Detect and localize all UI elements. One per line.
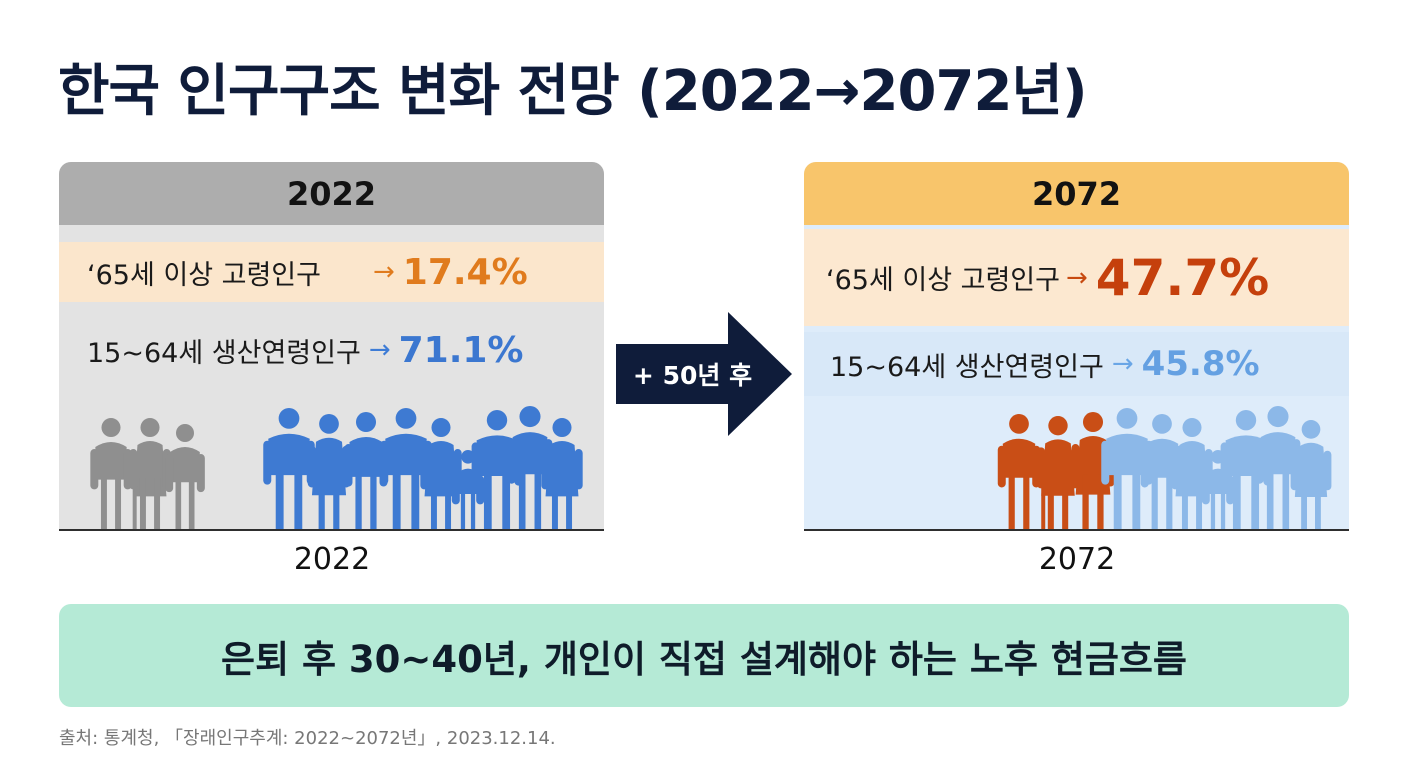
panel-header-2022: 2022 xyxy=(59,162,604,225)
elderly-label: ‘65세 이상 고령인구 xyxy=(826,265,1060,296)
working-person-icon xyxy=(420,418,462,530)
working-person-icon xyxy=(1140,414,1184,530)
summary-text: 은퇴 후 30~40년, 개인이 직접 설계해야 하는 노후 현금흐름 xyxy=(221,637,1187,681)
elderly-person-icon xyxy=(997,414,1046,530)
right-arrow-icon xyxy=(616,312,792,436)
working-row-2072: 15~64세 생산연령인구 → 45.8% xyxy=(804,332,1349,396)
elderly-row-2072: ‘65세 이상 고령인구 → 47.7% xyxy=(804,229,1349,326)
axis-label-2022: 2022 xyxy=(293,542,371,577)
people-illustration-2072 xyxy=(997,406,1332,530)
arrow-icon: → xyxy=(1065,262,1088,293)
summary-banner: 은퇴 후 30~40년, 개인이 직접 설계해야 하는 노후 현금흐름 xyxy=(59,604,1349,707)
source-note: 출처: 통계청, 「장래인구추계: 2022~2072년」, 2023.12.1… xyxy=(59,728,556,749)
child-person-icon xyxy=(451,450,485,530)
elderly-value: 47.7% xyxy=(1095,248,1270,307)
baseline-2072 xyxy=(804,529,1349,531)
working-person-icon xyxy=(263,408,315,530)
working-person-icon xyxy=(307,414,351,530)
working-row-2022: 15~64세 생산연령인구 → 71.1% xyxy=(59,318,604,382)
elderly-person-icon xyxy=(90,418,137,530)
page-title: 한국 인구구조 변화 전망 (2022→2072년) xyxy=(58,59,1088,124)
panel-2022: 2022 ‘65세 이상 고령인구 → 17.4% 15~64세 생산연령인구 … xyxy=(59,162,604,530)
working-value: 45.8% xyxy=(1141,344,1260,384)
working-label: 15~64세 생산연령인구 xyxy=(830,351,1104,383)
working-value: 71.1% xyxy=(398,329,524,371)
working-person-icon xyxy=(1171,418,1213,530)
panel-2072: 2072 ‘65세 이상 고령인구 → 47.7% 15~64세 생산연령인구 … xyxy=(804,162,1349,530)
elderly-label: ‘65세 이상 고령인구 xyxy=(87,259,321,291)
working-person-icon xyxy=(541,418,583,530)
panel-header-2072: 2072 xyxy=(804,162,1349,225)
working-label: 15~64세 생산연령인구 xyxy=(87,337,361,369)
people-illustration-2022 xyxy=(90,406,583,530)
baseline-2022 xyxy=(59,529,604,531)
working-person-icon xyxy=(507,406,553,530)
working-person-icon xyxy=(1290,420,1332,530)
arrow-icon: → xyxy=(372,257,395,287)
elderly-value: 17.4% xyxy=(402,251,528,293)
arrow-icon: → xyxy=(368,335,391,365)
elderly-row-2022: ‘65세 이상 고령인구 → 17.4% xyxy=(59,242,604,302)
elderly-person-icon xyxy=(165,424,205,530)
arrow-icon: → xyxy=(1111,349,1134,379)
axis-label-2072: 2072 xyxy=(1038,542,1116,577)
transition-label: + 50년 후 xyxy=(632,361,753,390)
